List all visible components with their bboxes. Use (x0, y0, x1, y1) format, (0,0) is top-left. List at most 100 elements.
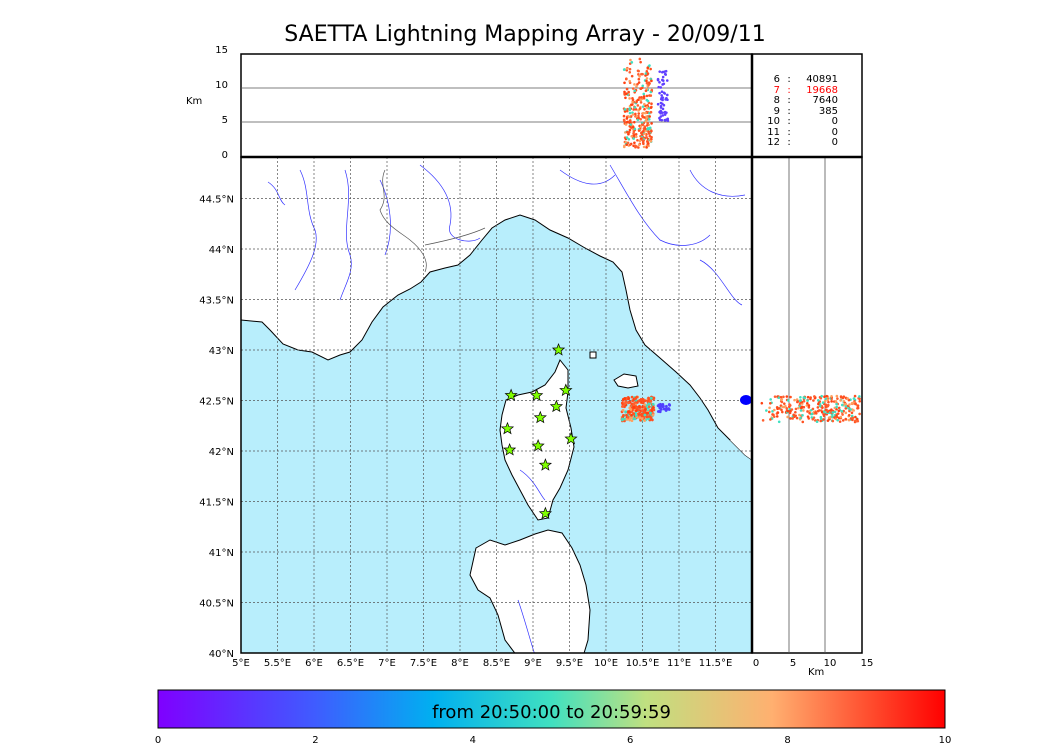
lightning-source (663, 72, 667, 76)
lightning-source (799, 399, 802, 402)
lightning-source (819, 396, 823, 400)
lightning-source (850, 411, 854, 415)
stats-row: 6: 40891 (760, 74, 838, 86)
lightning-source (628, 108, 632, 112)
colorbar-label: from 20:50:00 to 20:59:59 (432, 702, 671, 723)
lightning-source (642, 145, 646, 149)
altitude-tick-label: 10 (215, 80, 228, 91)
stats-row: 11: 0 (760, 126, 838, 139)
lightning-source (771, 410, 774, 413)
lightning-source (625, 109, 629, 113)
capraia-island (589, 351, 597, 359)
lightning-source (643, 125, 647, 128)
lightning-source (828, 416, 831, 419)
lightning-source (816, 406, 820, 409)
lightning-source (649, 411, 652, 415)
lightning-source (858, 412, 861, 416)
lightning-source (623, 81, 626, 85)
lightning-source (628, 111, 632, 115)
lightning-source (849, 408, 852, 411)
side-tick-label: 0 (753, 658, 759, 669)
lightning-source (633, 417, 637, 421)
stats-value: 40891 (806, 74, 838, 85)
lightning-source (623, 397, 627, 400)
stats-separator: : (787, 126, 791, 138)
stats-separator: : (787, 74, 791, 85)
lightning-source (638, 75, 641, 78)
lightning-source (628, 128, 632, 132)
lightning-source (639, 101, 643, 104)
lightning-source (661, 79, 665, 82)
lightning-source (650, 122, 653, 125)
lightning-source (645, 146, 648, 149)
lightning-source (630, 103, 633, 106)
lightning-source (643, 403, 647, 407)
lightning-source (781, 405, 784, 409)
lightning-source (807, 406, 811, 409)
lightning-source (835, 415, 839, 419)
lightning-source (627, 397, 631, 401)
stats-panel (751, 53, 863, 158)
lightning-source (665, 404, 668, 408)
lightning-source (664, 409, 668, 412)
lightning-source (631, 98, 635, 102)
lightning-source (661, 404, 665, 408)
lightning-source (848, 403, 851, 406)
lightning-source (660, 70, 664, 74)
lightning-source (836, 397, 839, 400)
lightning-source (633, 83, 636, 86)
lightning-source (821, 406, 824, 409)
lightning-source (642, 96, 646, 100)
stats-value: 0 (831, 137, 838, 148)
lightning-source (847, 418, 851, 422)
lightning-source (664, 69, 668, 73)
lightning-source (641, 84, 645, 88)
station-star (559, 383, 573, 397)
stats-value: 385 (818, 105, 838, 117)
stats-row: 9: 385 (760, 105, 838, 118)
latitude-label: 42.5°N (199, 397, 234, 408)
lightning-source (650, 129, 653, 133)
lightning-source (647, 81, 651, 85)
lightning-source (767, 410, 771, 414)
lightning-source (623, 90, 626, 94)
lightning-source (801, 420, 805, 424)
lightning-source (627, 90, 630, 94)
colorbar (157, 689, 946, 729)
lightning-source (851, 416, 855, 420)
lightning-source (638, 416, 641, 420)
lightning-source (769, 418, 772, 421)
lightning-source (641, 398, 645, 401)
lightning-source (854, 419, 857, 423)
lightning-source (646, 140, 649, 144)
stats-key: 8 (773, 95, 780, 106)
lightning-source (779, 395, 783, 399)
lightning-source (658, 80, 661, 84)
lightning-source (663, 118, 667, 122)
colorbar-tick-label: 0 (154, 735, 162, 746)
lightning-source (660, 90, 664, 93)
lightning-source (642, 410, 646, 414)
lightning-source (641, 86, 644, 90)
stats-separator: : (787, 137, 791, 148)
lightning-source (644, 111, 647, 115)
lightning-source (840, 403, 844, 407)
lightning-source (649, 396, 653, 400)
longitude-label: 10°E (594, 658, 618, 669)
longitude-label: 8.5°E (483, 658, 510, 669)
lightning-source (651, 413, 655, 417)
lightning-source (647, 118, 651, 121)
longitude-label: 11.5°E (699, 658, 733, 669)
lightning-source (826, 404, 830, 408)
lightning-source (647, 402, 651, 406)
lightning-source (808, 411, 811, 415)
lightning-source (802, 409, 805, 412)
latitude-label: 41.5°N (199, 498, 234, 509)
lightning-source (659, 97, 663, 101)
lightning-source (811, 418, 815, 421)
lightning-source (794, 407, 798, 411)
side-tick-label: 5 (790, 658, 796, 669)
altitude-tick-label: 15 (215, 45, 228, 56)
latitude-label: 44.5°N (199, 195, 234, 206)
lightning-source (810, 412, 814, 416)
